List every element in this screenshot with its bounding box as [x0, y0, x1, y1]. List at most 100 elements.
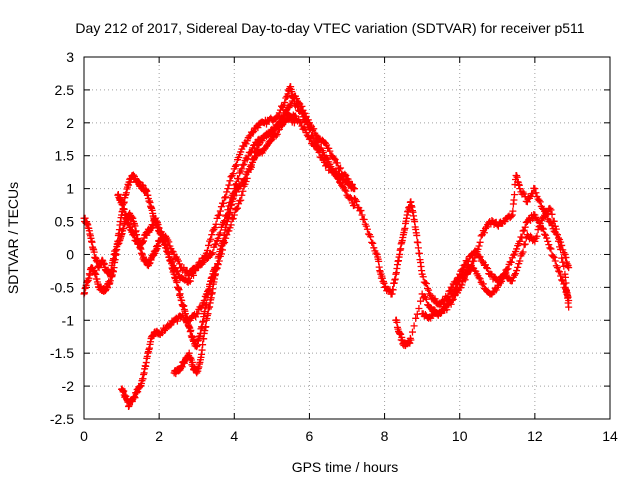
data-point [535, 223, 543, 231]
data-point [514, 263, 522, 271]
data-point [202, 301, 210, 309]
data-point [279, 121, 287, 129]
data-point [215, 211, 223, 219]
data-point [216, 229, 224, 237]
data-point [536, 198, 544, 206]
data-point [415, 250, 423, 258]
data-point [559, 258, 567, 266]
data-point [242, 140, 250, 148]
data-point [362, 222, 370, 230]
data-point [341, 186, 349, 194]
data-point [209, 249, 217, 257]
data-point [335, 165, 343, 173]
data-point [225, 227, 233, 235]
data-point [281, 116, 289, 124]
data-point [254, 124, 262, 132]
data-point [553, 231, 561, 239]
data-point [249, 129, 257, 137]
data-point [326, 147, 334, 155]
data-point [552, 225, 560, 233]
data-point [238, 165, 246, 173]
data-point [455, 278, 463, 286]
data-point [358, 211, 366, 219]
y-tick-label: 1 [66, 181, 74, 197]
data-point [560, 262, 568, 270]
data-point [337, 164, 345, 172]
x-tick-label: 4 [230, 428, 238, 444]
data-point [541, 230, 549, 238]
data-point [545, 241, 553, 249]
data-point [368, 238, 376, 246]
y-tick-label: -1 [62, 312, 75, 328]
y-axis-title: SDTVAR / TECUs [5, 182, 21, 294]
y-tick-label: 0.5 [55, 214, 75, 230]
data-point [512, 270, 520, 278]
data-point [510, 271, 518, 279]
data-point [519, 248, 527, 256]
data-point [459, 265, 467, 273]
data-point [307, 121, 315, 129]
data-point [562, 279, 570, 287]
data-point [549, 252, 557, 260]
data-point [425, 286, 433, 294]
data-point [508, 277, 516, 285]
data-point [408, 328, 416, 336]
data-point [472, 251, 480, 259]
data-point [475, 274, 483, 282]
data-point [389, 286, 397, 294]
data-point [258, 137, 266, 145]
data-point [212, 264, 219, 272]
data-point [120, 205, 128, 213]
data-point [565, 264, 573, 272]
data-point [232, 188, 240, 196]
data-point [556, 268, 564, 276]
data-point [554, 237, 562, 245]
data-point [531, 237, 539, 245]
data-point [529, 215, 537, 223]
data-point [240, 176, 248, 184]
data-point [443, 300, 451, 308]
axis-ticks: 0 2 4 6 8 10 12 14 -2.5 -2 -1.5 -1 -0.5 0 0.5 1 1.5 2 2.5 3 [50, 49, 618, 444]
data-point [194, 310, 202, 318]
data-point [509, 251, 517, 259]
data-point [476, 275, 484, 283]
data-point [342, 187, 350, 195]
data-point [351, 185, 359, 193]
data-point [550, 217, 558, 225]
data-point [234, 204, 242, 212]
data-point [543, 234, 551, 242]
x-tick-label: 2 [155, 428, 163, 444]
data-point [223, 188, 231, 196]
y-tick-label: -2.5 [50, 411, 74, 427]
data-point [114, 237, 122, 245]
x-tick-label: 14 [602, 428, 618, 444]
data-point [346, 193, 354, 201]
data-point [565, 303, 573, 311]
data-point [513, 267, 521, 275]
data-point [249, 158, 257, 166]
data-point [186, 277, 194, 285]
data-point [272, 132, 280, 140]
data-point [513, 245, 521, 253]
data-point [265, 130, 273, 138]
data-point [290, 119, 298, 127]
data-point [498, 277, 506, 285]
data-point [446, 296, 454, 304]
data-point [422, 280, 430, 288]
data-point [221, 194, 229, 202]
data-point [286, 101, 294, 109]
data-point [458, 281, 466, 289]
data-point [231, 162, 239, 170]
data-point [478, 257, 486, 265]
data-point [342, 172, 350, 180]
data-point [238, 191, 246, 199]
data-point [281, 99, 289, 107]
data-point [307, 135, 315, 143]
data-point [240, 160, 248, 168]
data-point [532, 189, 540, 197]
data-point [244, 152, 252, 160]
data-point [475, 242, 483, 250]
data-point [173, 317, 181, 325]
data-point [333, 159, 341, 167]
